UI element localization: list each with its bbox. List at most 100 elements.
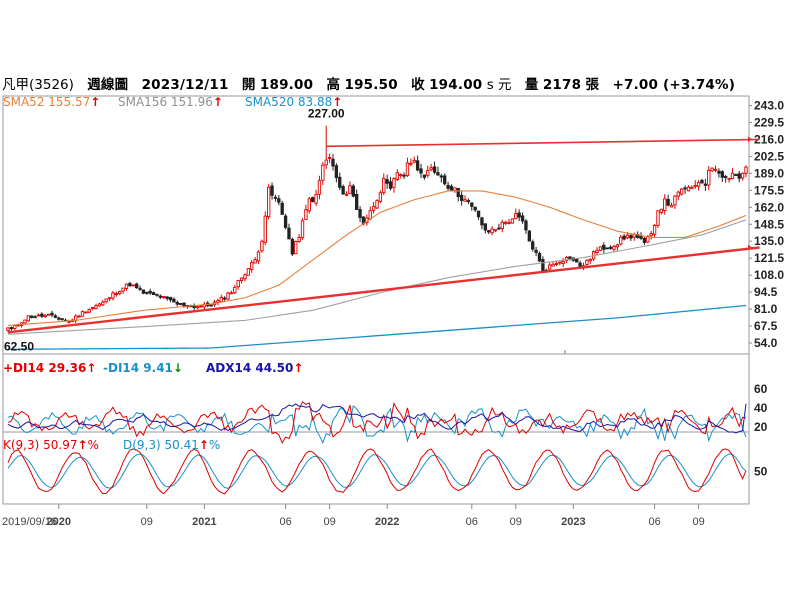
candle-down	[9, 327, 14, 330]
candle-up	[659, 208, 664, 213]
candle-down	[734, 174, 738, 176]
candle-up	[77, 315, 81, 318]
d-suffix: %	[208, 438, 221, 452]
candle-up	[690, 186, 694, 189]
candle-up	[378, 192, 383, 202]
k-legend: K(9,3) 50.97↑%	[3, 438, 99, 452]
candle-up	[392, 178, 396, 188]
candle-up	[710, 167, 714, 172]
candle-up	[233, 286, 237, 294]
d-line	[7, 453, 747, 489]
candle-down	[608, 246, 613, 249]
candle-up	[43, 314, 47, 318]
candle-down	[642, 237, 647, 243]
sma520-label: SMA520 83.88	[245, 95, 333, 109]
candle-down	[158, 295, 163, 298]
candle-down	[487, 230, 491, 233]
x-tick-label: 09	[141, 516, 153, 528]
candle-up	[80, 311, 85, 317]
candle-down	[419, 168, 423, 174]
candle-down	[172, 298, 176, 303]
candle-up	[561, 261, 565, 264]
sma52-line	[7, 190, 747, 326]
candle-down	[629, 235, 633, 239]
x-tick-label: 06	[279, 516, 291, 528]
quote-date: 2023/12/11	[141, 77, 229, 93]
candle-up	[263, 215, 267, 243]
candle-down	[683, 187, 687, 190]
candle-down	[338, 176, 342, 188]
candle-down	[470, 202, 474, 207]
high-label: 高	[326, 77, 341, 93]
candle-up	[321, 164, 325, 181]
k-line	[7, 448, 747, 495]
close-value: 194.00	[429, 77, 483, 93]
candle-down	[60, 318, 64, 321]
candle-down	[385, 179, 389, 184]
sma520-legend: SMA520 83.88↑	[245, 95, 342, 109]
arrow-up-icon: ↑	[212, 95, 223, 109]
candle-down	[527, 230, 532, 242]
trendline-arrow-icon	[748, 136, 752, 143]
candle-up	[236, 280, 240, 288]
candle-up	[564, 256, 569, 261]
candle-down	[737, 173, 741, 179]
candle-up	[90, 307, 95, 310]
candle-up	[669, 204, 674, 208]
adx-legend: ADX14 44.50↑	[206, 361, 303, 375]
candle-up	[588, 258, 592, 262]
candle-down	[351, 185, 355, 197]
d-legend: D(9,3) 50.41↑%	[123, 438, 220, 452]
candle-down	[355, 193, 359, 210]
currency-label: 元	[498, 77, 512, 93]
k-label: K(9,3) 50.97	[3, 438, 78, 452]
candle-down	[622, 235, 626, 240]
candle-down	[432, 166, 437, 173]
kd-tick-label: 50	[754, 464, 768, 478]
close-label: 收	[411, 77, 425, 93]
candle-up	[294, 241, 298, 255]
candle-up	[250, 262, 254, 270]
candle-down	[50, 312, 54, 316]
candle-up	[707, 169, 711, 186]
candle-up	[514, 213, 518, 220]
candle-down	[331, 158, 335, 167]
price-tick-label: 229.5	[754, 115, 784, 129]
plot-frame	[2, 95, 750, 505]
header-bar: 凡甲(3526) 週線圖 2023/12/11 開 189.00 高 195.5…	[2, 73, 735, 93]
candle-up	[713, 168, 718, 171]
x-tick-label: 06	[466, 516, 478, 528]
candle-up	[317, 180, 322, 195]
candle-up	[97, 303, 102, 307]
price-tick-label: 67.5	[754, 319, 778, 333]
adx-label: ADX14 44.50	[206, 361, 294, 375]
candle-up	[595, 249, 599, 253]
x-tick-label: 2021	[192, 516, 216, 528]
candle-down	[534, 249, 538, 253]
candle-up	[107, 297, 112, 300]
candle-up	[368, 210, 372, 220]
candle-up	[673, 195, 677, 206]
price-tick-label: 148.5	[754, 217, 784, 231]
high-value: 195.50	[344, 77, 398, 93]
x-tick-label: 2022	[375, 516, 399, 528]
candle-up	[656, 210, 660, 226]
arrow-down-icon: ↓	[172, 361, 183, 375]
candle-up	[490, 228, 494, 234]
arrow-up-icon: ↑	[198, 438, 209, 452]
candle-down	[273, 196, 278, 199]
dmi-tick-label: 20	[754, 420, 768, 434]
candle-up	[67, 320, 71, 323]
price-tick-label: 121.5	[754, 251, 784, 265]
candle-up	[87, 309, 91, 313]
x-start-label: 2019/09/16	[2, 516, 57, 528]
candle-down	[270, 185, 274, 196]
candle-down	[602, 244, 606, 250]
candle-down	[466, 200, 471, 203]
candle-down	[141, 289, 146, 294]
candle-up	[730, 172, 735, 180]
candle-up	[551, 263, 555, 267]
candle-down	[456, 188, 460, 198]
candle-down	[720, 171, 724, 178]
trendline-upper	[326, 138, 760, 148]
